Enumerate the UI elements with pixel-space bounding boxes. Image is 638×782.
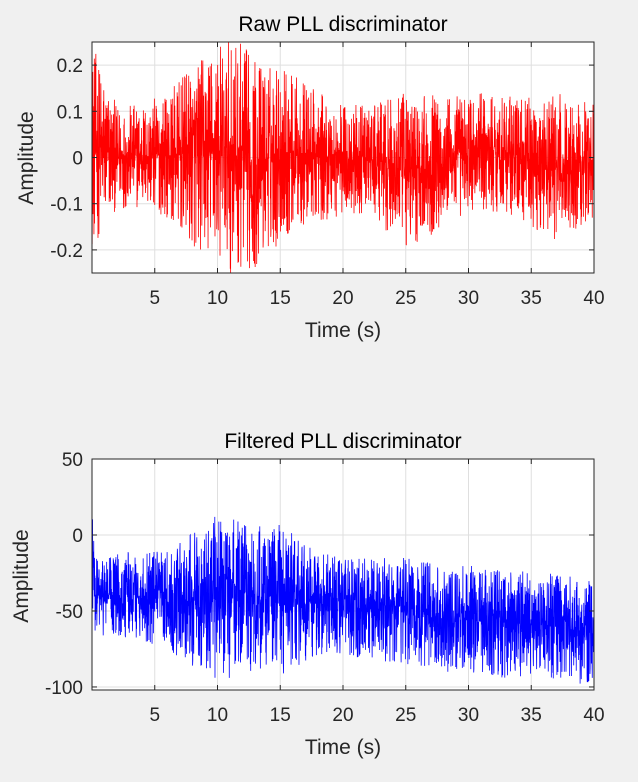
y-tick-label: 0.2 [57, 56, 83, 77]
series-line-filtered [92, 516, 594, 684]
raw-pll-chart: Raw PLL discriminator 5 10 15 20 25 30 35 40 0.… [15, 13, 605, 342]
x-tick-labels: 5 10 15 20 25 30 35 40 [149, 288, 604, 309]
x-tick-label: 35 [521, 288, 542, 309]
y-tick-label: 0 [72, 149, 83, 170]
series-line-filtered [92, 516, 594, 684]
x-tick-label: 10 [207, 288, 228, 309]
x-tick-label: 25 [395, 705, 416, 726]
x-tick-label: 5 [149, 705, 160, 726]
x-tick-labels: 5 10 15 20 25 30 35 40 [149, 705, 604, 726]
x-tick-label: 35 [521, 705, 542, 726]
y-tick-labels: 50 0 -50 -100 [45, 450, 83, 699]
y-tick-label: 0.1 [57, 102, 83, 123]
y-axis-label: Amplitude [15, 111, 38, 204]
x-axis-label: Time (s) [305, 319, 381, 342]
y-tick-label: -100 [45, 678, 83, 699]
tick-marks [92, 458, 595, 690]
y-tick-label: -0.1 [50, 195, 83, 216]
x-tick-label: 40 [583, 705, 604, 726]
x-tick-label: 15 [270, 288, 291, 309]
x-axis-label: Time (s) [305, 736, 381, 759]
chart-title: Filtered PLL discriminator [224, 430, 461, 453]
y-tick-label: -50 [56, 602, 83, 623]
y-tick-label: -0.2 [50, 241, 83, 262]
y-tick-labels: 0.2 0.1 0 -0.1 -0.2 [50, 56, 83, 262]
y-tick-label: 50 [62, 450, 83, 471]
x-tick-label: 10 [207, 705, 228, 726]
chart-title: Raw PLL discriminator [238, 13, 447, 36]
x-tick-label: 40 [583, 288, 604, 309]
x-tick-label: 30 [458, 705, 479, 726]
series-line-raw [92, 42, 594, 273]
y-axis-label: Amplitude [10, 529, 33, 622]
x-tick-label: 15 [270, 705, 291, 726]
x-tick-label: 20 [332, 705, 353, 726]
filtered-pll-chart: Filtered PLL discriminator 5 10 15 20 25 30 35… [10, 430, 605, 759]
series-line-raw [92, 42, 594, 273]
x-tick-label: 20 [332, 288, 353, 309]
y-tick-label: 0 [72, 526, 83, 547]
x-tick-label: 25 [395, 288, 416, 309]
x-tick-label: 5 [149, 288, 160, 309]
tick-marks [92, 42, 595, 273]
x-tick-label: 30 [458, 288, 479, 309]
